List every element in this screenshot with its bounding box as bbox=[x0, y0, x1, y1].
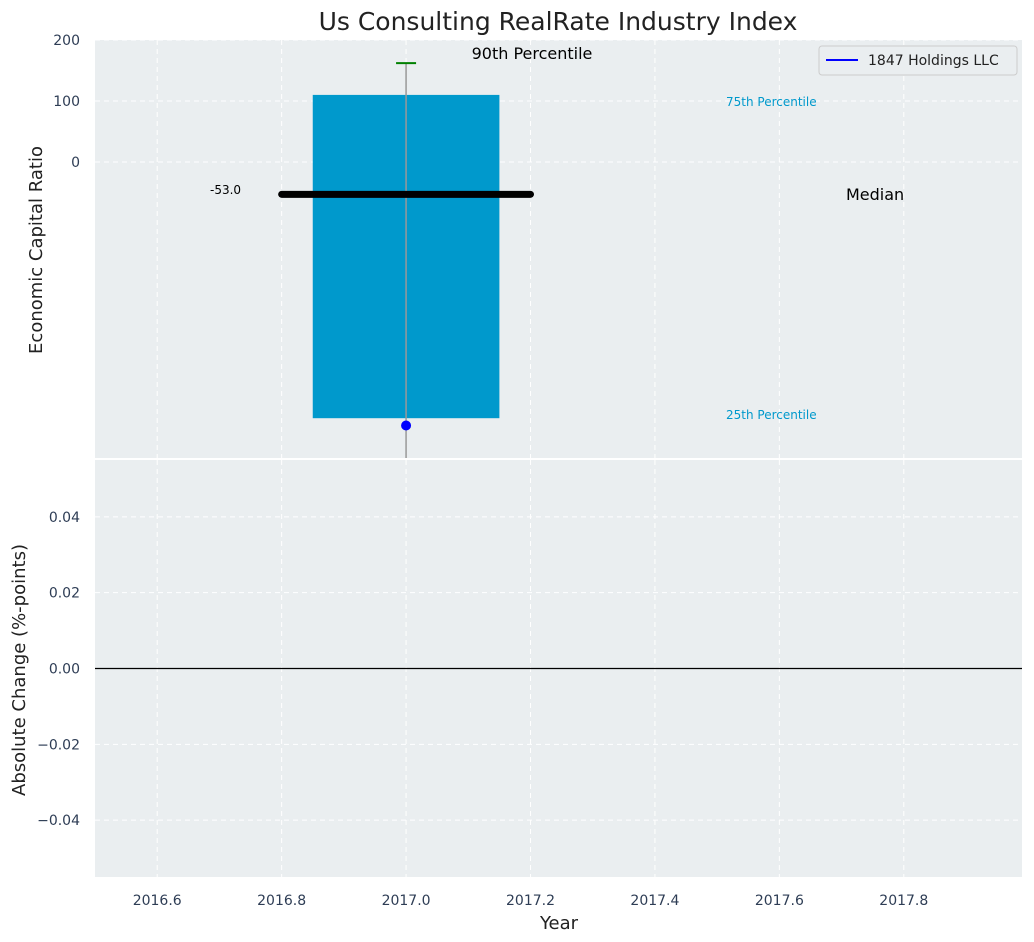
legend: 1847 Holdings LLC bbox=[818, 45, 1018, 76]
bottom-panel: 2016.6 2016.8 2017.0 2017.2 2017.4 2017.6 2017… bbox=[37, 460, 1022, 909]
top-y-tick-label: 100 bbox=[53, 94, 80, 110]
chart-title: Us Consulting RealRate Industry Index bbox=[319, 7, 798, 36]
x-tick-label: 2017.4 bbox=[630, 893, 679, 909]
top-panel: 0 100 200 90th Percentile 75th Percentile 25t… bbox=[53, 33, 1022, 458]
x-tick-label: 2017.6 bbox=[755, 893, 804, 909]
p75-annotation: 75th Percentile bbox=[726, 95, 817, 109]
legend-box bbox=[818, 45, 1018, 76]
legend-entry: 1847 Holdings LLC bbox=[868, 53, 999, 69]
company-point bbox=[401, 420, 412, 431]
bottom-y-tick-label: 0.04 bbox=[49, 510, 80, 526]
median-value-label: -53.0 bbox=[210, 183, 241, 197]
x-tick-label: 2016.8 bbox=[257, 893, 306, 909]
top-y-axis-label: Economic Capital Ratio bbox=[26, 146, 47, 354]
top-plot-background bbox=[95, 40, 1022, 458]
top-y-tick-label: 200 bbox=[53, 33, 80, 49]
bottom-y-axis-label: Absolute Change (%-points) bbox=[9, 544, 30, 796]
bottom-y-tick-label: 0.00 bbox=[49, 662, 80, 678]
x-tick-label: 2017.2 bbox=[506, 893, 555, 909]
bottom-y-tick-label: 0.02 bbox=[49, 586, 80, 602]
p90-annotation: 90th Percentile bbox=[472, 44, 593, 63]
x-tick-label: 2016.6 bbox=[133, 893, 182, 909]
p25-annotation: 25th Percentile bbox=[726, 408, 817, 422]
x-tick-label: 2017.0 bbox=[382, 893, 431, 909]
bottom-y-tick-label: −0.02 bbox=[37, 737, 80, 753]
bottom-y-tick-label: −0.04 bbox=[37, 813, 80, 829]
x-axis-label: Year bbox=[539, 913, 579, 934]
top-y-tick-label: 0 bbox=[71, 155, 80, 171]
x-tick-label: 2017.8 bbox=[879, 893, 928, 909]
median-annotation: Median bbox=[846, 185, 904, 204]
